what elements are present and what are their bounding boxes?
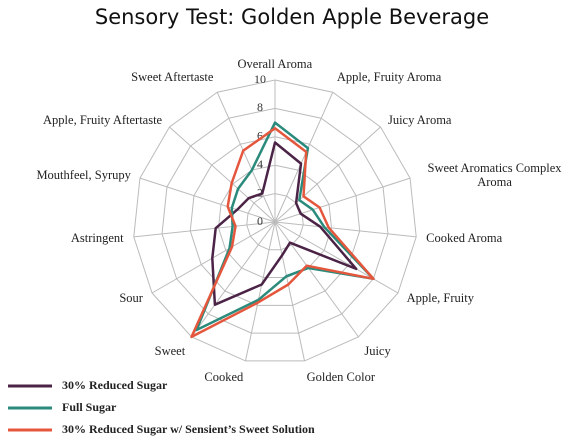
series-line [190,127,375,339]
r-tick-label: 4 [257,157,263,171]
category-label: Apple, Fruity [406,291,474,305]
grid-ring [189,136,361,306]
category-label: Cooked [204,369,244,384]
category-label: Cooked Aroma [426,230,503,245]
category-label: Sour [119,291,143,305]
spoke [191,221,276,338]
grid-ring [133,79,417,362]
category-label: Golden Color [306,369,375,384]
spoke [139,177,276,223]
spoke [169,126,276,223]
category-label: Sweet [154,343,186,358]
category-label: Astringent [70,230,124,245]
grid-ring [218,164,332,279]
r-tick-label: 6 [257,129,263,143]
category-label: Apple, Fruity Aroma [336,70,442,85]
category-label: Juicy [364,343,391,358]
r-tick-label: 10 [254,72,266,86]
spoke [274,126,381,223]
category-label: Juicy Aroma [387,113,452,128]
spoke [274,221,399,294]
chart-title: Sensory Test: Golden Apple Beverage [95,5,489,29]
legend-label: 30% Reduced Sugar [62,378,168,392]
category-label: Mouthfeel, Syrupy [36,168,131,183]
spoke [244,221,276,362]
category-label: Apple, Fruity Aftertaste [43,113,163,128]
spoke [274,221,359,338]
r-tick-label: 2 [257,185,263,199]
series-line [211,141,358,306]
legend-label: Full Sugar [62,400,117,414]
spoke [274,177,411,223]
category-label: Sweet Aftertaste [131,70,214,85]
spoke [274,221,306,362]
spoke [133,221,276,238]
legend-label: 30% Reduced Sugar w/ Sensient’s Sweet So… [62,422,315,436]
category-label: Overall Aroma [237,57,313,71]
r-tick-label: 0 [257,214,263,228]
r-tick-label: 8 [257,100,263,114]
grid-ring [161,107,389,334]
spoke [274,92,334,223]
spoke [274,221,417,238]
spoke [216,92,276,223]
category-label: Sweet Aromatics Complex Aroma [427,161,562,190]
series-line [195,121,375,332]
